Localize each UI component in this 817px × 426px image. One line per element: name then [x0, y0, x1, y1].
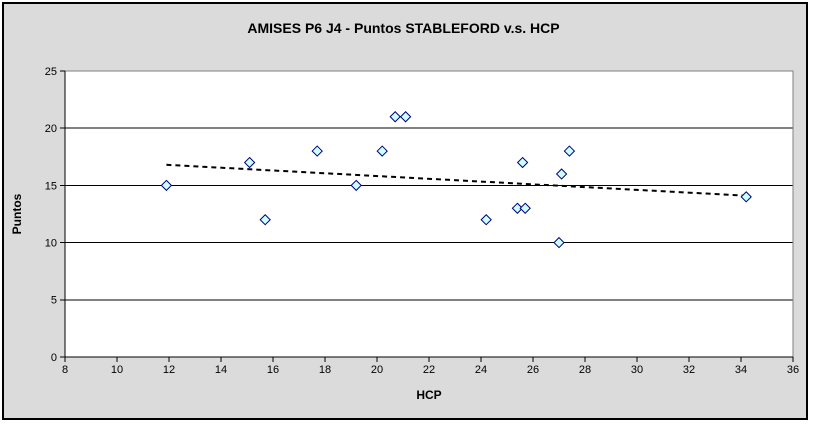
y-axis-title: Puntos: [10, 193, 24, 235]
data-point-marker[interactable]: [511, 202, 524, 214]
y-tick-label: 10: [45, 237, 57, 249]
data-point-marker[interactable]: [553, 236, 565, 249]
data-point-marker[interactable]: [555, 168, 568, 180]
data-point-marker[interactable]: [350, 179, 362, 192]
data-point-marker[interactable]: [243, 156, 256, 169]
x-tick-label: 10: [111, 364, 123, 376]
data-point-marker[interactable]: [259, 214, 271, 226]
x-tick-label: 12: [163, 364, 175, 376]
data-point-marker[interactable]: [740, 191, 752, 203]
x-axis-title: HCP: [416, 388, 442, 402]
chart-title: AMISES P6 J4 - Puntos STABLEFORD v.s. HC…: [247, 20, 560, 36]
y-tick-label: 20: [45, 123, 57, 135]
data-point-marker[interactable]: [376, 145, 388, 157]
x-tick-label: 32: [683, 364, 695, 376]
x-tick-label: 16: [267, 364, 279, 376]
y-tick-label: 5: [51, 295, 57, 307]
plot-background: [65, 71, 793, 357]
x-tick-label: 30: [631, 364, 643, 376]
x-tick-label: 18: [319, 364, 331, 376]
trendline: [166, 163, 747, 197]
y-tick-label: 0: [51, 352, 57, 364]
data-point-marker[interactable]: [389, 111, 401, 123]
y-tick-label: 25: [45, 66, 57, 78]
x-tick-label: 22: [423, 364, 435, 376]
data-point-marker[interactable]: [519, 202, 531, 214]
x-tick-label: 24: [475, 364, 487, 376]
x-tick-label: 20: [371, 364, 383, 376]
data-point-marker[interactable]: [160, 179, 173, 192]
y-tick-label: 15: [45, 180, 57, 192]
data-point-marker[interactable]: [399, 111, 412, 123]
x-tick-label: 26: [527, 364, 539, 376]
data-point-marker[interactable]: [480, 214, 492, 226]
x-tick-label: 28: [579, 364, 591, 376]
x-tick-label: 8: [62, 364, 68, 376]
data-point-marker[interactable]: [516, 156, 529, 169]
data-point-marker[interactable]: [563, 145, 576, 157]
x-tick-label: 34: [735, 364, 747, 376]
x-tick-label: 36: [787, 364, 799, 376]
x-tick-label: 14: [215, 364, 227, 376]
data-point-marker[interactable]: [311, 145, 323, 157]
